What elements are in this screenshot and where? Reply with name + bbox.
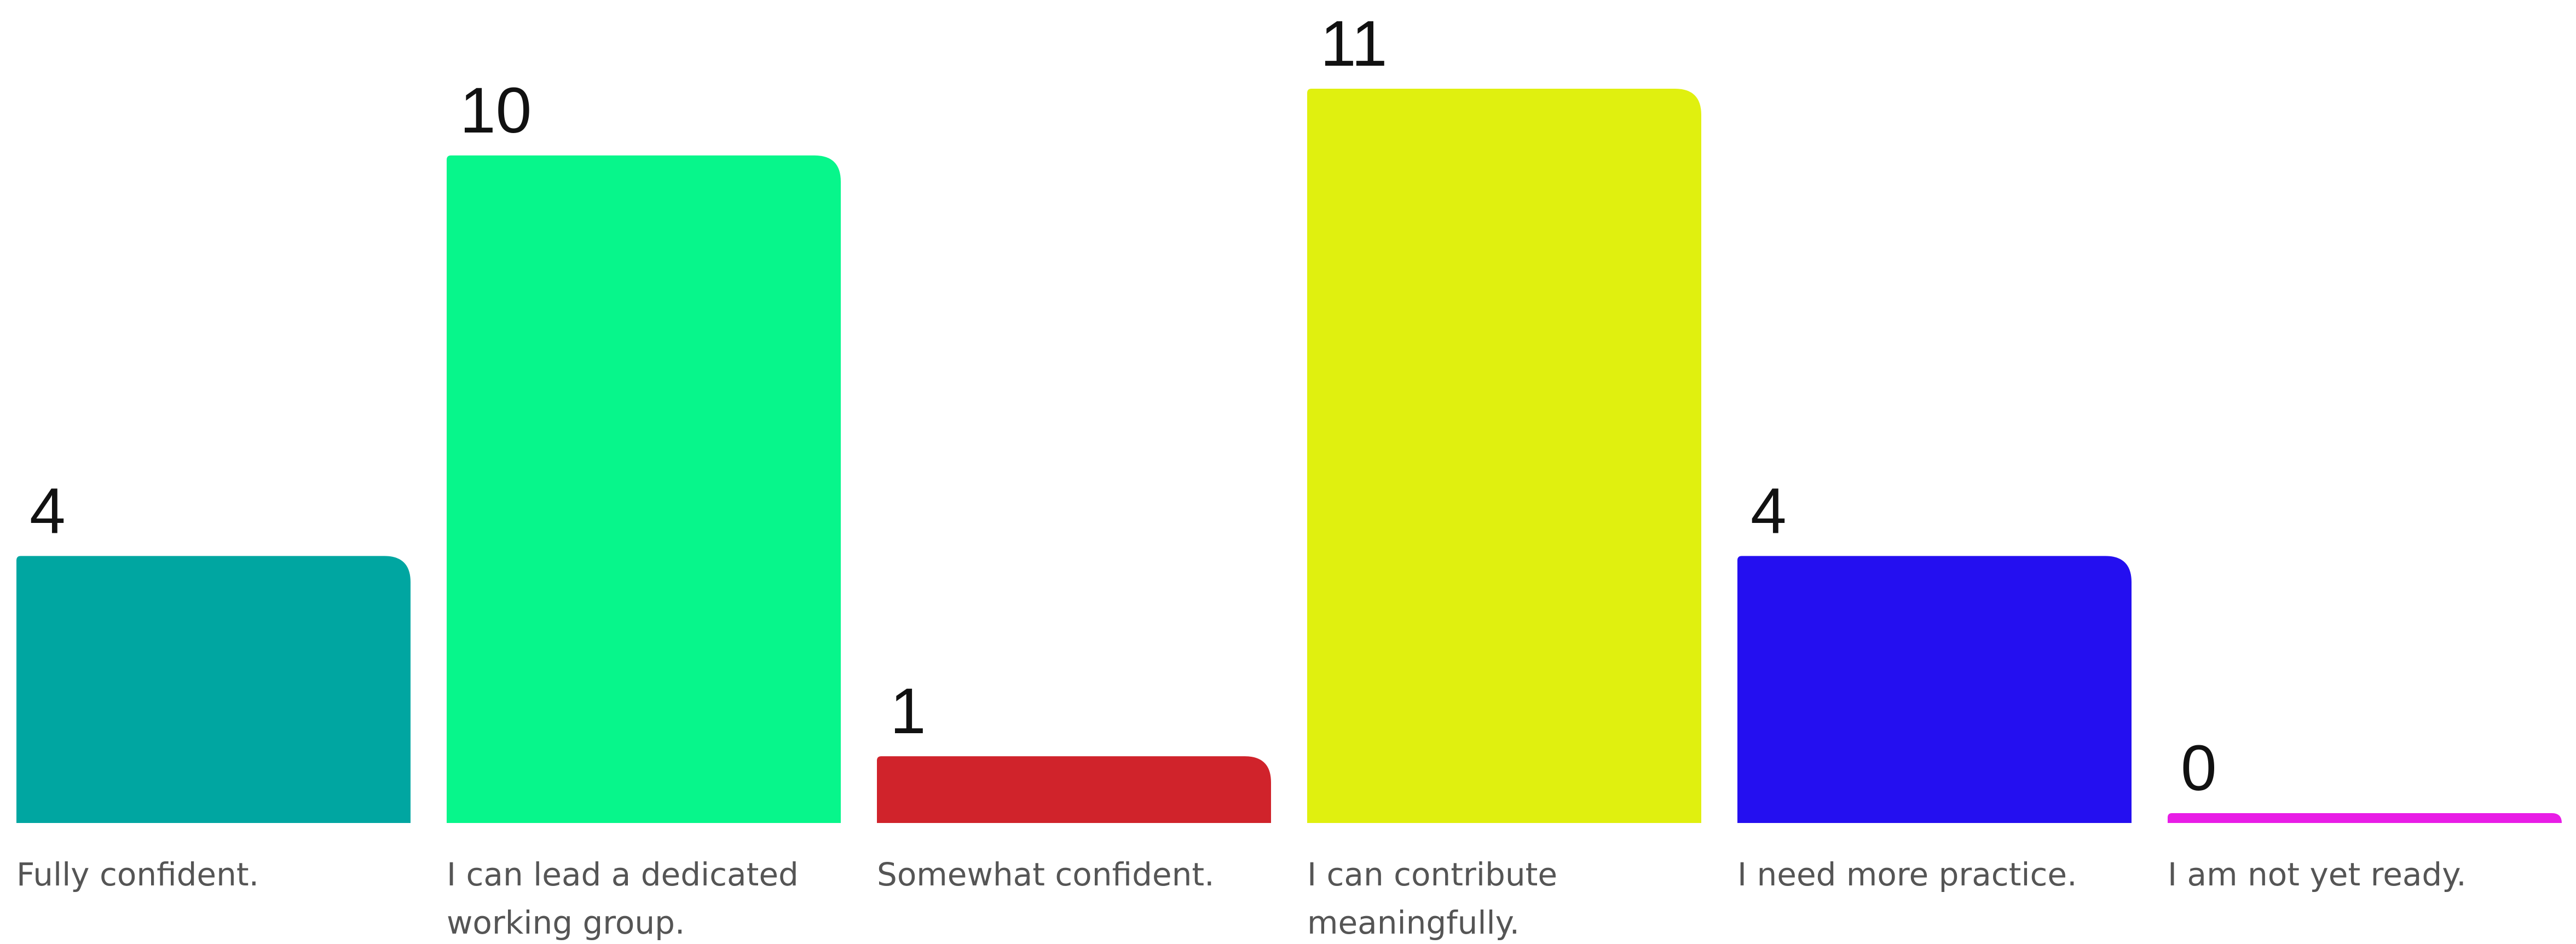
bar <box>2168 813 2562 823</box>
bar <box>1307 89 1701 823</box>
value-label: 1 <box>890 675 926 747</box>
category-label: I can contribute meaningfully. <box>1307 856 1558 941</box>
category-label: I am not yet ready. <box>2168 856 2467 893</box>
value-label: 11 <box>1320 8 1388 80</box>
category-label: Somewhat confident. <box>877 856 1215 893</box>
value-label: 4 <box>1751 475 1787 547</box>
bar <box>1737 556 2132 823</box>
category-label: I need more practice. <box>1737 856 2077 893</box>
bar <box>16 556 411 823</box>
bar <box>447 155 841 824</box>
category-label: Fully confident. <box>16 856 259 893</box>
value-label: 4 <box>30 475 66 547</box>
value-label: 0 <box>2181 732 2217 804</box>
category-label: I can lead a dedicated working group. <box>447 856 799 941</box>
value-label: 10 <box>460 74 532 147</box>
bar <box>877 756 1271 823</box>
